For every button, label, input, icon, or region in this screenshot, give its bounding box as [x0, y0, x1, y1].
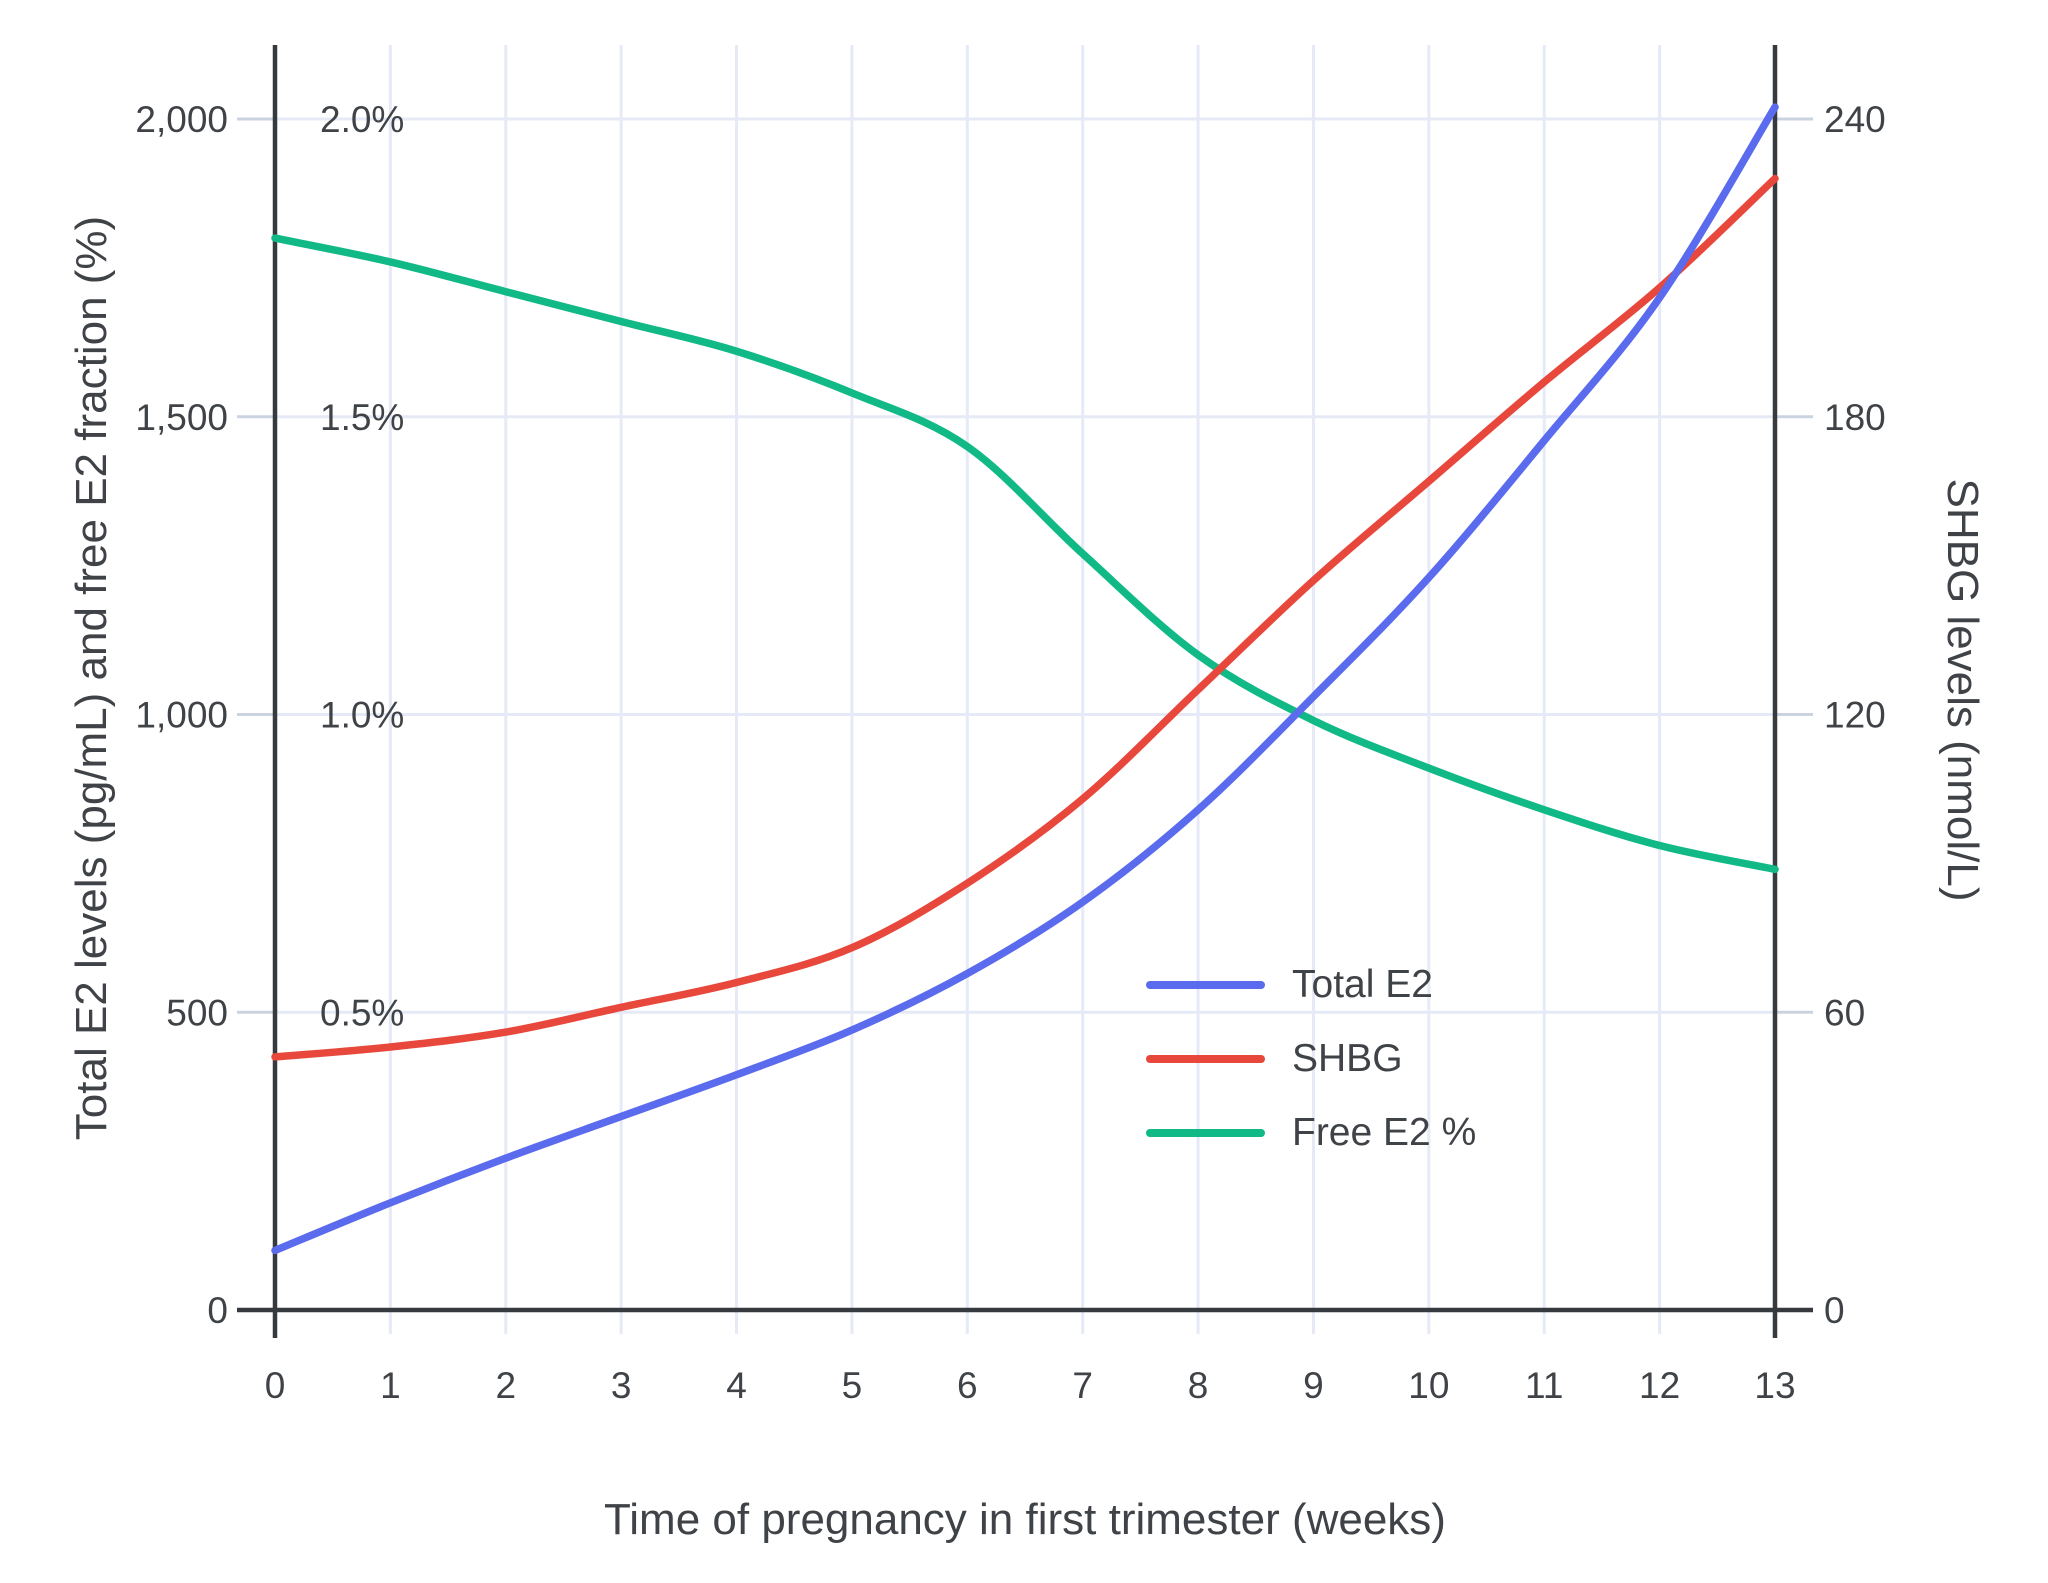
- x-axis-tick-label: 10: [1408, 1365, 1449, 1406]
- legend-swatch: [1146, 981, 1265, 989]
- free-e2--line: [271, 234, 1779, 874]
- percent-tick-label: 2.0%: [320, 99, 404, 140]
- x-axis-tick-label: 1: [380, 1365, 401, 1406]
- left-axis-tick-label: 1,500: [135, 397, 228, 438]
- right-axis-tick-label: 180: [1824, 397, 1886, 438]
- x-axis-tick-label: 0: [265, 1365, 286, 1406]
- right-axis-tick-label: 120: [1824, 695, 1886, 736]
- right-axis-tick-label: 60: [1824, 992, 1865, 1033]
- left-axis-tick-label: 2,000: [135, 99, 228, 140]
- legend: Total E2 SHBG Free E2 %: [1146, 948, 1476, 1170]
- x-axis-tick-label: 2: [495, 1365, 516, 1406]
- shbg-line: [271, 174, 1779, 1061]
- x-axis-tick-label: 8: [1188, 1365, 1209, 1406]
- left-axis-title: Total E2 levels (pg/mL) and free E2 frac…: [67, 215, 116, 1141]
- legend-item-shbg: SHBG: [1146, 1022, 1476, 1096]
- legend-item-total-e2: Total E2: [1146, 948, 1476, 1022]
- x-axis-tick-label: 3: [611, 1365, 632, 1406]
- left-axis-tick-label: 0: [207, 1290, 228, 1331]
- x-axis-tick-label: 13: [1754, 1365, 1795, 1406]
- x-axis-tick-label: 7: [1072, 1365, 1093, 1406]
- x-axis-tick-label: 12: [1639, 1365, 1680, 1406]
- x-axis-tick-label: 6: [957, 1365, 978, 1406]
- legend-label: Total E2: [1292, 963, 1433, 1006]
- left-axis-tick-label: 1,000: [135, 695, 228, 736]
- percent-tick-label: 1.0%: [320, 695, 404, 736]
- legend-label: Free E2 %: [1292, 1111, 1477, 1154]
- legend-label: SHBG: [1292, 1037, 1403, 1080]
- legend-swatch: [1146, 1055, 1265, 1063]
- x-axis-title: Time of pregnancy in first trimester (we…: [604, 1495, 1446, 1544]
- x-axis-tick-label: 9: [1303, 1365, 1324, 1406]
- percent-tick-label: 0.5%: [320, 992, 404, 1033]
- x-axis-tick-label: 4: [726, 1365, 747, 1406]
- left-axis-tick-label: 500: [166, 992, 228, 1033]
- legend-swatch: [1146, 1129, 1265, 1137]
- x-axis-tick-label: 11: [1525, 1365, 1563, 1406]
- legend-item-free-e2-: Free E2 %: [1146, 1096, 1476, 1170]
- x-axis-tick-label: 5: [842, 1365, 863, 1406]
- right-axis-tick-label: 240: [1824, 99, 1886, 140]
- percent-tick-label: 1.5%: [320, 397, 404, 438]
- right-axis-title: SHBG levels (nmol/L): [1938, 478, 1987, 902]
- total-e2-line: [271, 103, 1779, 1255]
- right-axis-tick-label: 0: [1824, 1290, 1845, 1331]
